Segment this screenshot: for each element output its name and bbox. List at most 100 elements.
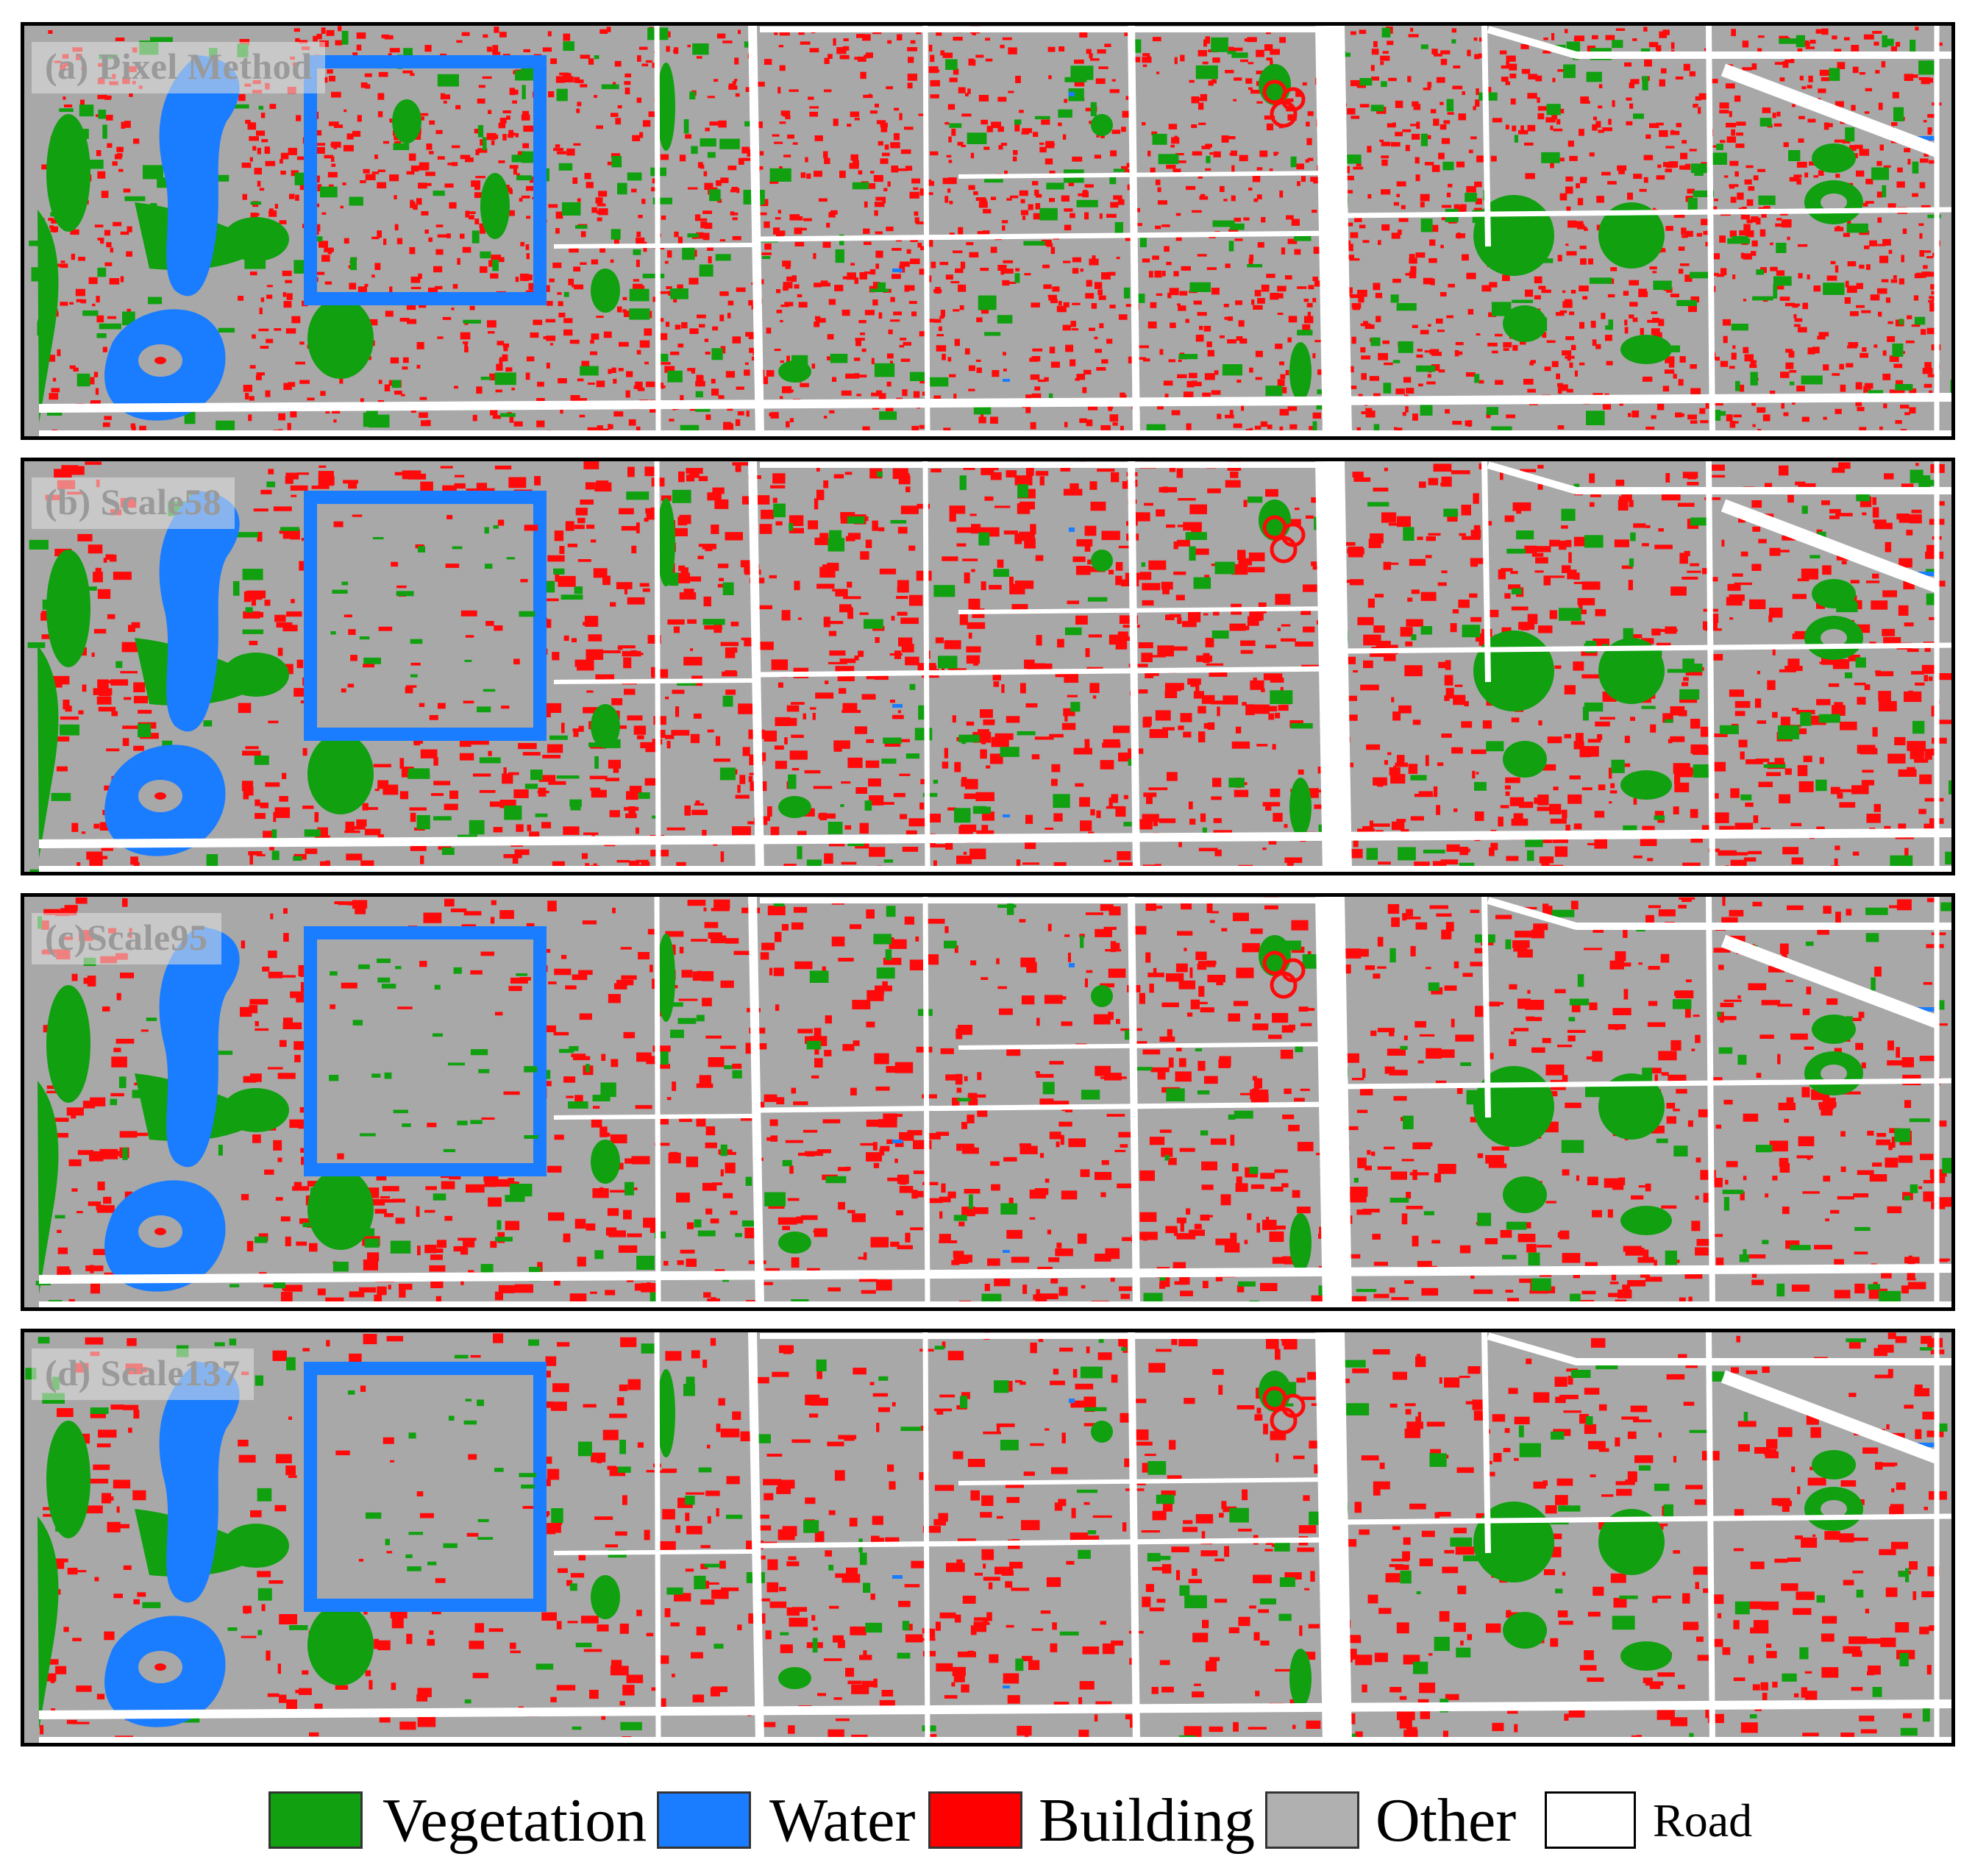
vegetation-patch	[1381, 81, 1387, 88]
building-patch	[1525, 173, 1535, 180]
vegetation-patch	[1420, 133, 1428, 146]
building-patch	[1518, 622, 1535, 630]
building-patch	[864, 271, 871, 274]
building-patch	[1520, 469, 1537, 472]
building-patch	[517, 151, 524, 155]
building-patch	[1420, 202, 1425, 207]
building-patch	[1214, 370, 1219, 375]
building-patch	[1268, 839, 1277, 845]
building-patch	[909, 191, 919, 199]
vegetation-patch	[203, 720, 213, 727]
building-patch	[884, 144, 889, 150]
building-patch	[1856, 283, 1863, 289]
building-patch	[288, 193, 295, 199]
building-patch	[282, 270, 292, 277]
building-patch	[1838, 462, 1851, 469]
building-patch	[51, 218, 58, 224]
building-patch	[1142, 600, 1154, 606]
building-patch	[1725, 83, 1735, 89]
building-patch	[362, 803, 369, 811]
building-patch	[1579, 245, 1587, 249]
building-patch	[1076, 539, 1093, 547]
building-patch	[1189, 504, 1207, 514]
building-patch	[624, 588, 627, 594]
building-patch	[1861, 310, 1871, 313]
building-patch	[1380, 55, 1390, 61]
building-patch	[452, 145, 460, 149]
building-patch	[896, 596, 908, 600]
building-patch	[451, 308, 455, 310]
building-patch	[101, 191, 109, 199]
building-patch	[1382, 51, 1389, 54]
vegetation-patch	[1506, 548, 1526, 554]
building-patch	[502, 773, 513, 784]
building-patch	[697, 314, 706, 319]
building-patch	[1265, 804, 1272, 811]
building-patch	[842, 46, 850, 51]
vegetation-patch	[1035, 116, 1050, 120]
building-patch	[1901, 255, 1904, 263]
vegetation-patch	[1193, 577, 1211, 589]
building-patch	[1176, 468, 1184, 478]
building-patch	[749, 347, 755, 353]
building-patch	[502, 110, 511, 113]
building-patch	[1433, 786, 1438, 797]
building-patch	[632, 135, 641, 141]
building-patch	[1262, 706, 1278, 711]
building-patch	[779, 65, 786, 71]
vegetation-patch	[933, 585, 956, 597]
building-patch	[437, 156, 445, 160]
building-patch	[1162, 588, 1170, 594]
building-patch	[416, 341, 424, 349]
building-patch	[642, 588, 650, 592]
vegetation-patch	[1420, 405, 1433, 416]
building-patch	[1397, 230, 1402, 235]
building-patch	[1440, 292, 1447, 296]
building-patch	[256, 372, 265, 376]
building-patch	[828, 212, 836, 218]
building-patch	[1136, 819, 1153, 830]
building-patch	[1875, 70, 1880, 74]
building-patch	[774, 141, 783, 144]
building-patch	[1086, 49, 1092, 54]
building-patch	[594, 95, 597, 98]
building-patch	[1864, 684, 1871, 690]
building-patch	[1833, 789, 1851, 792]
building-patch	[1118, 545, 1131, 549]
building-patch	[492, 45, 499, 52]
building-patch	[779, 31, 790, 36]
building-patch	[1687, 305, 1697, 313]
building-patch	[1402, 412, 1406, 416]
building-patch	[252, 334, 256, 339]
building-patch	[1729, 421, 1736, 428]
vegetation-patch	[789, 523, 794, 531]
building-patch	[990, 246, 997, 253]
vegetation-patch	[938, 655, 958, 669]
moat-north	[304, 55, 547, 68]
building-patch	[494, 26, 499, 33]
building-patch	[1881, 279, 1889, 283]
vegetation-patch	[1265, 385, 1283, 397]
building-patch	[606, 26, 611, 32]
building-patch	[1427, 374, 1431, 378]
building-patch	[939, 316, 944, 319]
building-patch	[1169, 288, 1179, 296]
building-patch	[1175, 213, 1181, 216]
building-patch	[699, 324, 705, 328]
building-patch	[1178, 498, 1196, 501]
building-patch	[1846, 363, 1854, 368]
building-patch	[602, 575, 611, 586]
building-patch	[875, 231, 883, 235]
building-patch	[907, 74, 917, 81]
building-patch	[1887, 203, 1896, 209]
building-patch	[1772, 647, 1776, 655]
building-patch	[434, 268, 438, 271]
building-patch	[633, 725, 647, 735]
road-segment	[1481, 26, 1491, 247]
vegetation-patch	[416, 815, 430, 830]
building-patch	[769, 413, 776, 416]
building-patch	[580, 262, 587, 265]
building-patch	[829, 650, 846, 656]
building-patch	[465, 210, 470, 218]
building-patch	[421, 211, 429, 216]
